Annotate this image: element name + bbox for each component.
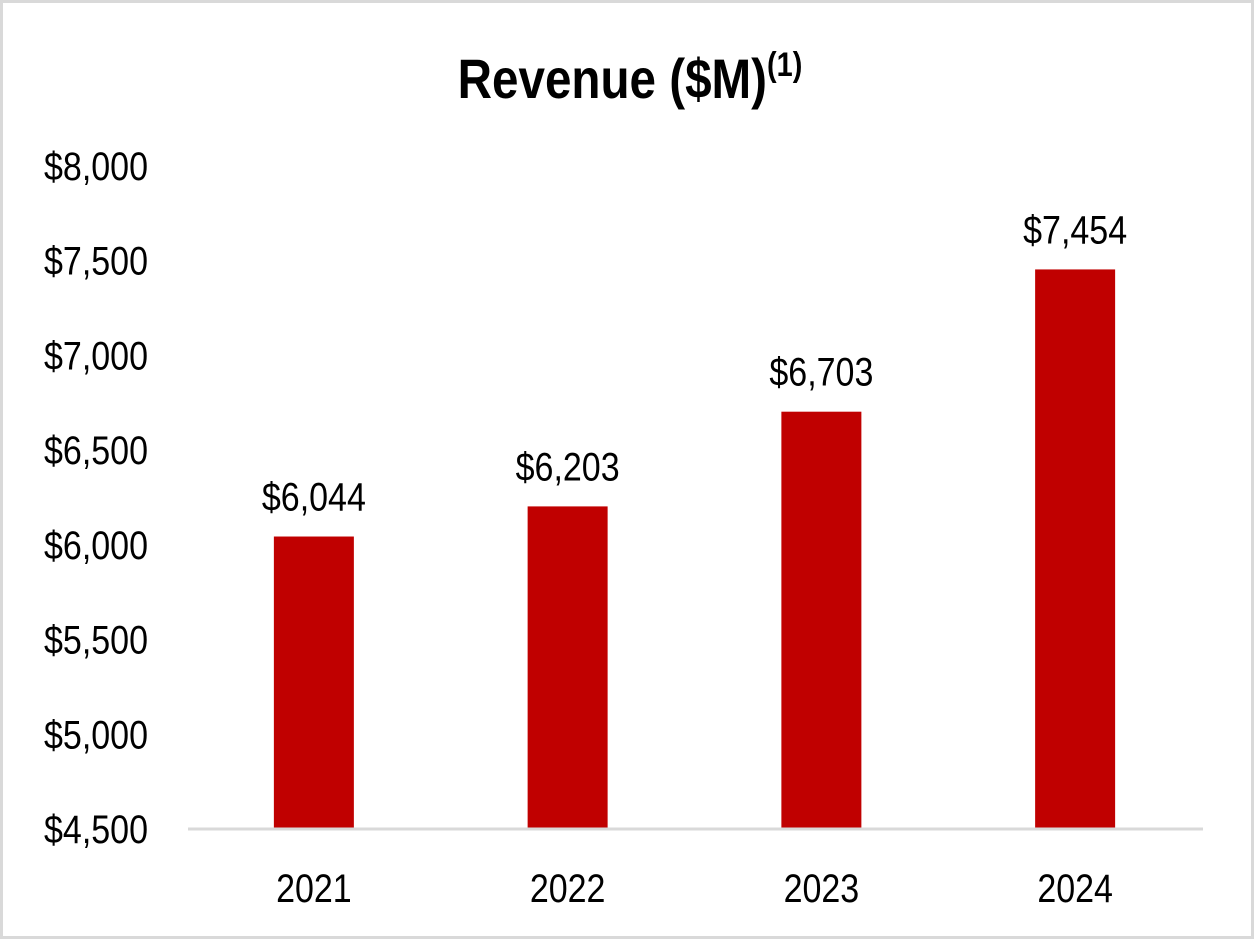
- y-tick-label: $4,500: [44, 806, 148, 851]
- bar-2021: [273, 536, 354, 828]
- data-label: $6,703: [769, 349, 873, 394]
- x-tick-label-group: 2024: [1037, 865, 1113, 910]
- bar-2023: [781, 411, 862, 828]
- y-axis: $4,500 $5,000 $5,500 $6,000 $6,500 $7,000 $7,5…: [44, 143, 148, 851]
- x-tick-label: 2024: [1037, 865, 1113, 910]
- chart-title-text: Revenue ($M): [458, 48, 767, 110]
- y-tick-label-group: $6,500: [44, 428, 148, 473]
- x-tick-label-group: 2023: [784, 865, 860, 910]
- y-tick-label-group: $8,000: [44, 143, 148, 188]
- data-label-group: $6,703: [769, 349, 873, 394]
- data-label-group: $7,454: [1023, 207, 1127, 252]
- y-tick-label-group: $7,000: [44, 333, 148, 378]
- y-tick-label-group: $6,000: [44, 522, 148, 567]
- x-tick-label: 2021: [276, 865, 352, 910]
- bar-2022: [527, 506, 608, 828]
- y-tick-label-group: $7,500: [44, 238, 148, 283]
- y-tick-label: $6,000: [44, 522, 148, 567]
- x-tick-label-group: 2021: [276, 865, 352, 910]
- y-tick-label-group: $4,500: [44, 806, 148, 851]
- y-tick-label: $8,000: [44, 143, 148, 188]
- chart-title: Revenue ($M)(1): [458, 45, 803, 111]
- y-tick-label: $5,000: [44, 712, 148, 757]
- data-label: $6,203: [516, 444, 620, 489]
- y-tick-label: $7,000: [44, 333, 148, 378]
- data-label-group: $6,044: [262, 474, 366, 519]
- y-tick-label: $5,500: [44, 617, 148, 662]
- svg-text:Revenue ($M)(1): Revenue ($M)(1): [458, 45, 803, 111]
- bars: $6,044 $6,203 $6,703 $7,454: [262, 207, 1127, 829]
- chart-title-superscript: (1): [767, 45, 802, 84]
- bar-2024: [1035, 269, 1116, 829]
- x-tick-label-group: 2022: [530, 865, 606, 910]
- data-label: $6,044: [262, 474, 366, 519]
- revenue-bar-chart: Revenue ($M)(1) $4,500 $5,000 $5,500 $6,000…: [44, 45, 1203, 911]
- data-label: $7,454: [1023, 207, 1127, 252]
- x-tick-label: 2023: [784, 865, 860, 910]
- x-tick-label: 2022: [530, 865, 606, 910]
- data-label-group: $6,203: [516, 444, 620, 489]
- y-tick-label-group: $5,500: [44, 617, 148, 662]
- y-tick-label: $7,500: [44, 238, 148, 283]
- x-axis: 2021 2022 2023 2024: [276, 865, 1113, 910]
- y-tick-label: $6,500: [44, 428, 148, 473]
- y-tick-label-group: $5,000: [44, 712, 148, 757]
